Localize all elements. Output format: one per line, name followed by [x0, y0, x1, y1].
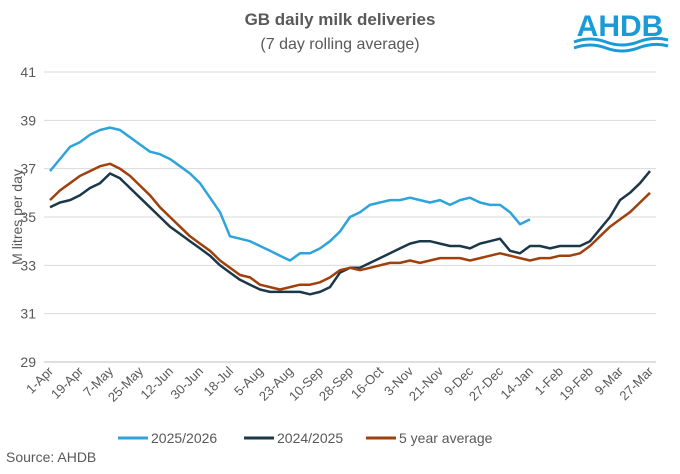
series-line: [49, 162, 651, 291]
y-tick-label: 33: [20, 257, 36, 273]
x-tick-label: 14-Jan: [497, 364, 536, 403]
x-tick-label: 30-Jun: [167, 364, 206, 403]
source: Source: AHDB: [6, 449, 96, 465]
y-tick-label: 39: [20, 112, 36, 128]
logo-wave: [573, 42, 669, 53]
legend-label: 2024/2025: [277, 430, 343, 446]
legend-label: 2025/2026: [151, 430, 217, 446]
chart-subtitle: (7 day rolling average): [260, 36, 419, 53]
legend-label: 5 year average: [399, 430, 493, 446]
x-tick-label: 21-Nov: [406, 363, 447, 404]
y-axis-label: M litres per day: [9, 169, 25, 265]
x-tick-label: 28-Sep: [316, 364, 356, 404]
y-tick-label: 37: [20, 161, 36, 177]
x-tick-label: 27-Dec: [466, 363, 507, 404]
x-tick-label: 16-Oct: [348, 363, 386, 401]
series-line: [49, 126, 531, 262]
x-tick-label: 18-Jul: [200, 363, 236, 399]
x-tick-label: 27-Mar: [616, 363, 656, 403]
logo: AHDB: [573, 10, 669, 53]
chart-title: GB daily milk deliveries: [245, 10, 436, 29]
y-tick-label: 31: [20, 306, 36, 322]
y-tick-label: 29: [20, 354, 36, 370]
x-tick-label: 19-Feb: [556, 364, 596, 404]
y-tick-label: 35: [20, 209, 36, 225]
series-line: [49, 170, 651, 296]
y-tick-label: 41: [20, 64, 36, 80]
logo-wave: [573, 36, 669, 47]
x-tick-label: 12-Jun: [137, 364, 176, 403]
x-tick-label: 19-Apr: [48, 363, 87, 402]
logo-text: AHDB: [577, 10, 664, 43]
